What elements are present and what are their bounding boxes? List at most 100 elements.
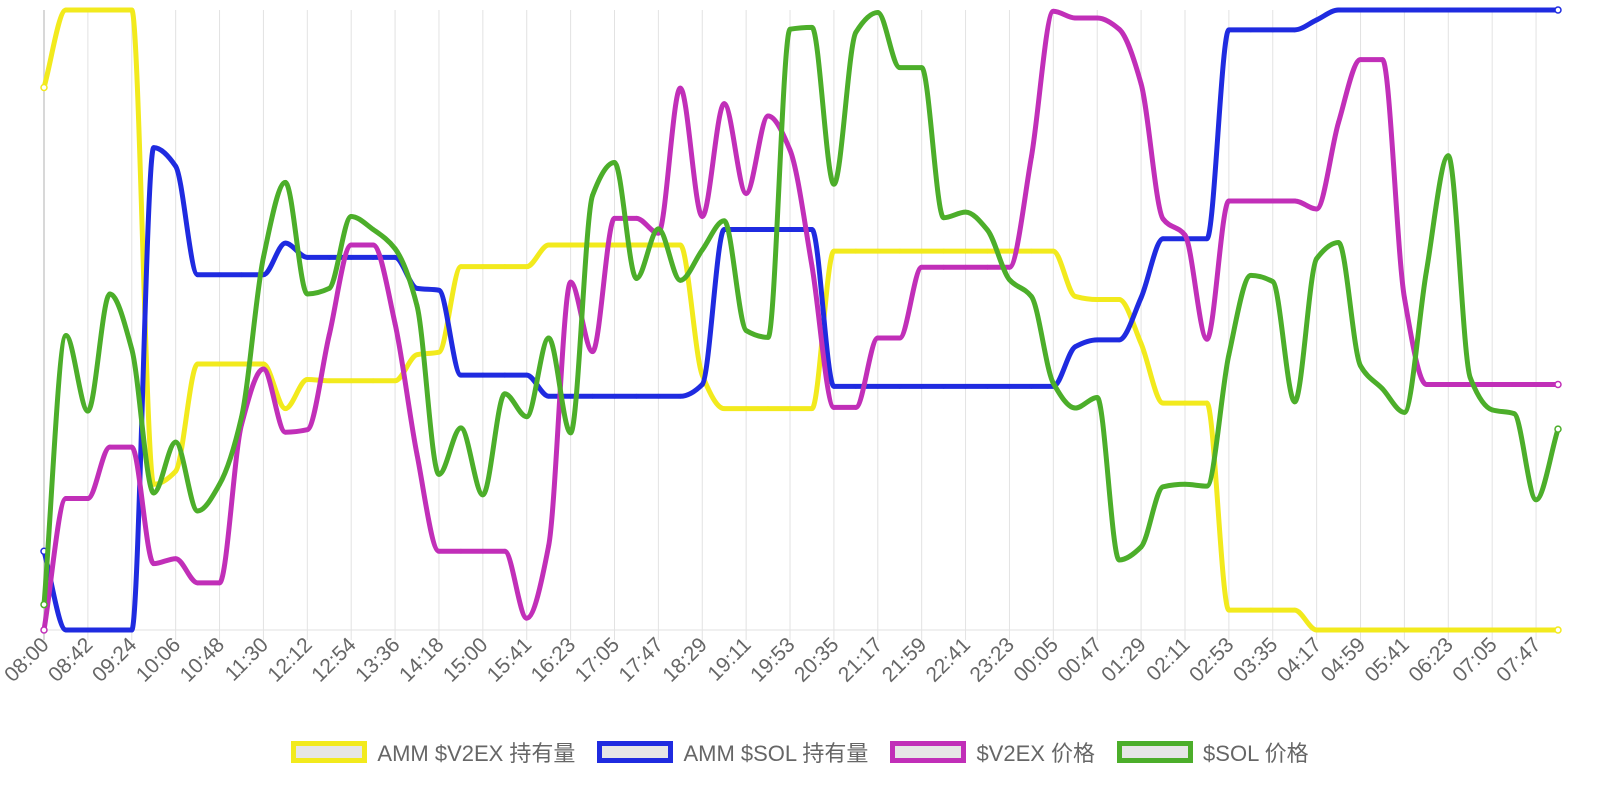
data-point[interactable]: [590, 242, 595, 248]
data-point[interactable]: [282, 429, 288, 435]
data-point[interactable]: [677, 242, 683, 248]
data-point[interactable]: [392, 378, 398, 384]
data-point[interactable]: [458, 372, 464, 378]
data-point[interactable]: [524, 372, 530, 378]
data-point[interactable]: [1445, 7, 1451, 13]
data-point[interactable]: [326, 285, 332, 291]
data-point[interactable]: [1467, 7, 1473, 13]
data-point[interactable]: [963, 264, 968, 270]
data-point[interactable]: [1358, 627, 1363, 633]
data-point[interactable]: [195, 580, 200, 586]
data-point[interactable]: [1072, 405, 1078, 411]
data-point[interactable]: [1489, 407, 1495, 413]
data-point[interactable]: [612, 393, 617, 399]
data-point[interactable]: [282, 240, 288, 246]
data-point[interactable]: [1138, 81, 1144, 87]
data-point[interactable]: [370, 227, 376, 232]
data-point[interactable]: [1270, 198, 1276, 204]
data-point[interactable]: [304, 377, 310, 382]
data-point[interactable]: [40, 626, 48, 634]
data-point[interactable]: [634, 393, 639, 399]
data-point[interactable]: [1248, 607, 1254, 613]
data-point[interactable]: [414, 303, 420, 309]
data-point[interactable]: [941, 383, 947, 389]
data-point[interactable]: [304, 427, 310, 433]
data-point[interactable]: [787, 147, 793, 153]
data-point[interactable]: [1336, 119, 1341, 125]
data-point[interactable]: [85, 496, 91, 501]
data-point[interactable]: [151, 145, 157, 151]
data-point[interactable]: [1028, 248, 1034, 254]
data-point[interactable]: [1358, 363, 1363, 369]
data-point[interactable]: [1072, 294, 1078, 299]
data-point[interactable]: [1007, 277, 1012, 283]
data-point[interactable]: [261, 366, 266, 372]
data-point[interactable]: [524, 414, 530, 420]
data-point[interactable]: [480, 372, 486, 378]
data-point[interactable]: [1467, 375, 1473, 381]
data-point[interactable]: [1160, 216, 1166, 222]
data-point[interactable]: [831, 405, 837, 410]
data-point[interactable]: [1445, 382, 1451, 387]
data-point[interactable]: [1402, 7, 1407, 13]
data-point[interactable]: [1204, 236, 1210, 242]
data-point[interactable]: [217, 481, 222, 487]
data-point[interactable]: [436, 287, 442, 293]
data-point[interactable]: [326, 332, 332, 338]
data-point[interactable]: [612, 160, 617, 165]
data-point[interactable]: [963, 248, 968, 254]
data-point[interactable]: [941, 264, 947, 270]
data-point[interactable]: [326, 378, 332, 384]
data-point[interactable]: [1380, 386, 1385, 392]
data-point[interactable]: [85, 627, 91, 633]
data-point[interactable]: [875, 10, 881, 15]
data-point[interactable]: [699, 382, 705, 387]
data-point[interactable]: [655, 226, 661, 232]
data-point[interactable]: [1380, 7, 1385, 13]
legend-item-sol-price[interactable]: $SOL 价格: [1117, 736, 1309, 768]
data-point[interactable]: [1467, 627, 1473, 633]
data-point[interactable]: [809, 227, 815, 232]
data-point[interactable]: [1116, 337, 1122, 343]
data-point[interactable]: [897, 383, 903, 389]
data-point[interactable]: [1511, 627, 1517, 633]
data-point[interactable]: [721, 227, 727, 232]
data-point[interactable]: [40, 83, 48, 92]
data-point[interactable]: [480, 264, 486, 270]
data-point[interactable]: [765, 227, 771, 232]
data-point[interactable]: [1116, 297, 1122, 302]
data-point[interactable]: [985, 248, 990, 254]
data-point[interactable]: [612, 215, 617, 221]
data-point[interactable]: [173, 439, 179, 445]
data-point[interactable]: [195, 361, 200, 367]
data-point[interactable]: [1270, 279, 1276, 284]
data-point[interactable]: [699, 247, 705, 253]
data-point[interactable]: [1292, 198, 1298, 204]
data-point[interactable]: [436, 548, 442, 554]
data-point[interactable]: [1489, 627, 1495, 633]
data-point[interactable]: [1160, 236, 1166, 242]
data-point[interactable]: [458, 264, 464, 270]
data-point[interactable]: [787, 227, 793, 232]
data-point[interactable]: [853, 383, 859, 389]
data-point[interactable]: [1094, 297, 1100, 302]
data-point[interactable]: [765, 334, 771, 340]
data-point[interactable]: [239, 272, 244, 278]
data-point[interactable]: [1445, 153, 1451, 159]
data-point[interactable]: [370, 254, 376, 260]
data-point[interactable]: [1160, 400, 1166, 406]
data-point[interactable]: [1533, 382, 1539, 387]
data-point[interactable]: [721, 406, 727, 412]
data-point[interactable]: [1160, 484, 1166, 490]
data-point[interactable]: [853, 29, 859, 35]
data-point[interactable]: [963, 383, 968, 389]
data-point[interactable]: [568, 393, 574, 399]
data-point[interactable]: [436, 471, 442, 477]
data-point[interactable]: [941, 215, 947, 221]
data-point[interactable]: [282, 179, 288, 185]
data-point[interactable]: [304, 254, 310, 260]
data-point[interactable]: [677, 393, 683, 399]
data-point[interactable]: [63, 496, 69, 501]
data-point[interactable]: [1336, 627, 1341, 633]
data-point[interactable]: [1358, 57, 1363, 62]
